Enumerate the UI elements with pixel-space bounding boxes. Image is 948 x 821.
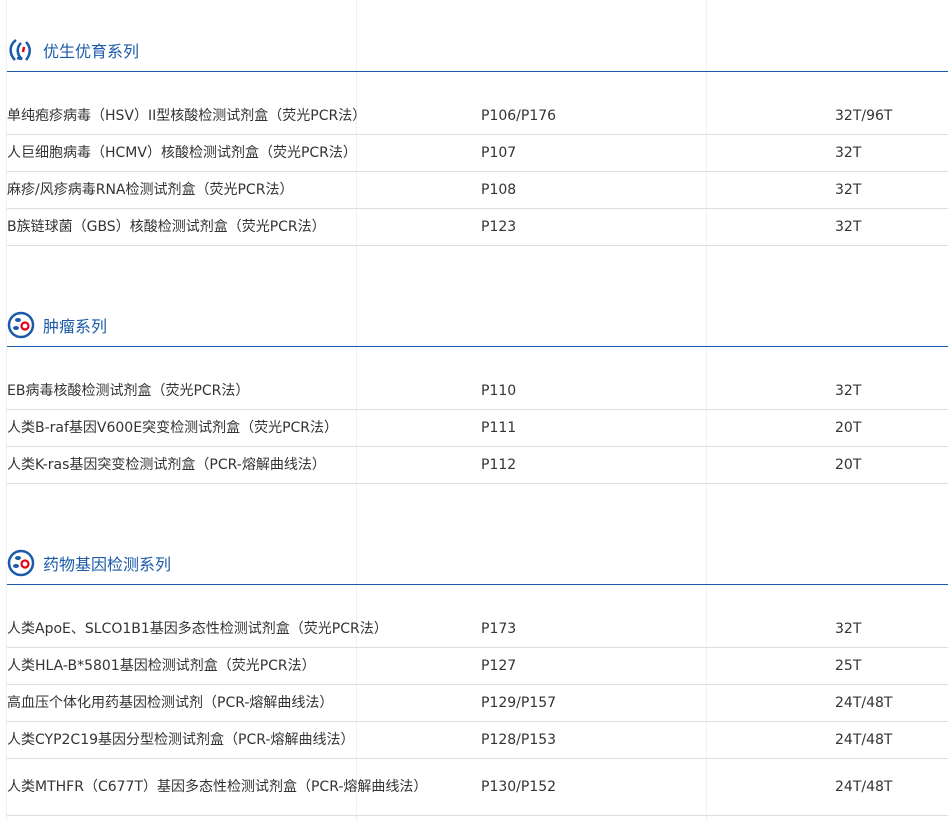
product-name: 人类CYP2C19基因分型检测试剂盒（PCR-熔解曲线法） bbox=[7, 732, 355, 748]
cell-icon bbox=[7, 311, 35, 339]
product-name: 高血压个体化用药基因检测试剂（PCR-熔解曲线法） bbox=[7, 695, 334, 711]
product-name: 人巨细胞病毒（HCMV）核酸检测试剂盒（荧光PCR法） bbox=[7, 145, 357, 161]
table-row: 人类K-ras基因突变检测试剂盒（PCR-熔解曲线法） P112 20T bbox=[7, 447, 948, 484]
product-spec: 32T bbox=[835, 621, 862, 637]
table-row: 高血压个体化用药基因检测试剂（PCR-熔解曲线法） P129/P157 24T/48… bbox=[7, 685, 948, 722]
table-row: 单纯疱疹病毒（HSV）II型核酸检测试剂盒（荧光PCR法） P106/P176 32… bbox=[7, 98, 948, 135]
table-row: 人巨细胞病毒（HCMV）核酸检测试剂盒（荧光PCR法） P107 32T bbox=[7, 135, 948, 172]
product-spec: 20T bbox=[835, 457, 862, 473]
grid-line bbox=[706, 0, 707, 821]
product-spec: 24T/48T bbox=[835, 732, 893, 748]
product-code: P107 bbox=[481, 145, 517, 161]
product-spec: 32T/96T bbox=[835, 108, 893, 124]
table-row: 人类MTHFR（C677T）基因多态性检测试剂盒（PCR-熔解曲线法） P130/… bbox=[7, 759, 948, 816]
product-name: B族链球菌（GBS）核酸检测试剂盒（荧光PCR法） bbox=[7, 219, 326, 235]
product-name: 人类B-raf基因V600E突变检测试剂盒（荧光PCR法） bbox=[7, 420, 339, 436]
section-title: 肿瘤系列 bbox=[43, 317, 108, 336]
section-tumor: 肿瘤系列 EB病毒核酸检测试剂盒（荧光PCR法） P110 32T 人类B-raf基因… bbox=[7, 304, 948, 484]
grid-line bbox=[6, 0, 7, 821]
product-name: 人类MTHFR（C677T）基因多态性检测试剂盒（PCR-熔解曲线法） bbox=[7, 779, 428, 795]
product-name: 单纯疱疹病毒（HSV）II型核酸检测试剂盒（荧光PCR法） bbox=[7, 108, 367, 124]
product-code: P128/P153 bbox=[481, 732, 557, 748]
product-spec: 32T bbox=[835, 145, 862, 161]
product-code: P111 bbox=[481, 420, 517, 436]
product-code: P130/P152 bbox=[481, 779, 557, 795]
product-name: 人类HLA-B*5801基因检测试剂盒（荧光PCR法） bbox=[7, 658, 316, 674]
product-code: P173 bbox=[481, 621, 517, 637]
table-row: B族链球菌（GBS）核酸检测试剂盒（荧光PCR法） P123 32T bbox=[7, 209, 948, 246]
table-row: EB病毒核酸检测试剂盒（荧光PCR法） P110 32T bbox=[7, 373, 948, 410]
section-pharmacogenomics: 药物基因检测系列 人类ApoE、SLCO1B1基因多态性检测试剂盒（荧光PCR法… bbox=[7, 542, 948, 816]
table-row: 人类B-raf基因V600E突变检测试剂盒（荧光PCR法） P111 20T bbox=[7, 410, 948, 447]
product-code: P129/P157 bbox=[481, 695, 557, 711]
product-name: EB病毒核酸检测试剂盒（荧光PCR法） bbox=[7, 383, 250, 399]
product-name: 麻疹/风疹病毒RNA检测试剂盒（荧光PCR法） bbox=[7, 182, 294, 198]
table-row: 麻疹/风疹病毒RNA检测试剂盒（荧光PCR法） P108 32T bbox=[7, 172, 948, 209]
product-code: P110 bbox=[481, 383, 517, 399]
product-code: P123 bbox=[481, 219, 517, 235]
fertility-icon bbox=[7, 36, 35, 64]
grid-line bbox=[356, 0, 357, 821]
product-spec: 25T bbox=[835, 658, 862, 674]
product-spec: 32T bbox=[835, 219, 862, 235]
product-code: P108 bbox=[481, 182, 517, 198]
section-header: 优生优育系列 bbox=[7, 29, 948, 72]
section-title: 优生优育系列 bbox=[43, 42, 140, 61]
product-spec: 20T bbox=[835, 420, 862, 436]
section-header: 肿瘤系列 bbox=[7, 304, 948, 347]
product-spec: 24T/48T bbox=[835, 695, 893, 711]
product-spec: 32T bbox=[835, 182, 862, 198]
product-code: P112 bbox=[481, 457, 517, 473]
product-name: 人类K-ras基因突变检测试剂盒（PCR-熔解曲线法） bbox=[7, 457, 326, 473]
product-code: P127 bbox=[481, 658, 517, 674]
cell-icon bbox=[7, 549, 35, 577]
section-fertility: 优生优育系列 单纯疱疹病毒（HSV）II型核酸检测试剂盒（荧光PCR法） P106… bbox=[7, 29, 948, 246]
product-code: P106/P176 bbox=[481, 108, 557, 124]
table-row: 人类CYP2C19基因分型检测试剂盒（PCR-熔解曲线法） P128/P153 24… bbox=[7, 722, 948, 759]
section-header: 药物基因检测系列 bbox=[7, 542, 948, 585]
table-row: 人类ApoE、SLCO1B1基因多态性检测试剂盒（荧光PCR法） P173 32T bbox=[7, 611, 948, 648]
product-name: 人类ApoE、SLCO1B1基因多态性检测试剂盒（荧光PCR法） bbox=[7, 621, 388, 637]
product-list: 优生优育系列 单纯疱疹病毒（HSV）II型核酸检测试剂盒（荧光PCR法） P106… bbox=[7, 0, 948, 816]
product-spec: 24T/48T bbox=[835, 779, 893, 795]
product-spec: 32T bbox=[835, 383, 862, 399]
table-row: 人类HLA-B*5801基因检测试剂盒（荧光PCR法） P127 25T bbox=[7, 648, 948, 685]
section-title: 药物基因检测系列 bbox=[43, 555, 172, 574]
